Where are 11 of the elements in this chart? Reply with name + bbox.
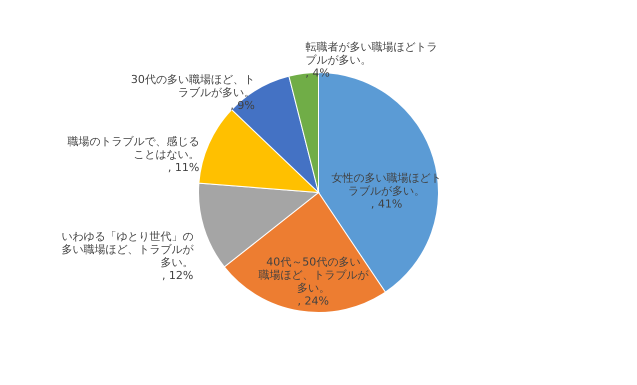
slice-label: 40代～50代の多い職場ほど、トラブルが多い。 — [258, 256, 370, 295]
data-label: , 9% — [230, 99, 255, 112]
data-label: , 24% — [298, 294, 330, 308]
data-label: , 41% — [370, 197, 402, 210]
slice-label: 30代の多い職場ほど、トラブルが多い。 — [130, 73, 255, 100]
slice-label: 職場のトラブルで、感じることはない。 — [67, 135, 200, 162]
data-label: , 4% — [305, 66, 330, 80]
slice-label: 転職者が多い職場ほどトラブルが多い。 — [305, 40, 438, 67]
data-label: , 12% — [162, 269, 194, 282]
slice-label: いわゆる「ゆとり世代」の多い職場ほど、トラブルが多い。 — [61, 230, 194, 270]
data-label: , 11% — [168, 161, 200, 174]
